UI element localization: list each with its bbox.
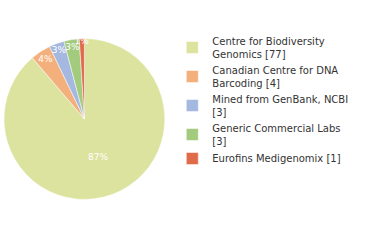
svg-text:Centre for BiodiversityGenomic: Centre for BiodiversityGenomics [77] [212,36,325,60]
svg-text:3%: 3% [52,45,67,55]
svg-text:1%: 1% [75,36,90,46]
svg-text:4%: 4% [38,54,53,64]
svg-text:87%: 87% [88,152,108,162]
svg-text:Mined from GenBank, NCBI[3]: Mined from GenBank, NCBI[3] [212,94,348,118]
svg-text:Eurofins Medigenomix [1]: Eurofins Medigenomix [1] [212,153,340,164]
svg-text:Generic Commercial Labs[3]: Generic Commercial Labs[3] [212,123,340,147]
svg-text:Canadian Centre for DNABarcodi: Canadian Centre for DNABarcoding [4] [212,65,338,89]
svg-text:3%: 3% [65,42,80,52]
